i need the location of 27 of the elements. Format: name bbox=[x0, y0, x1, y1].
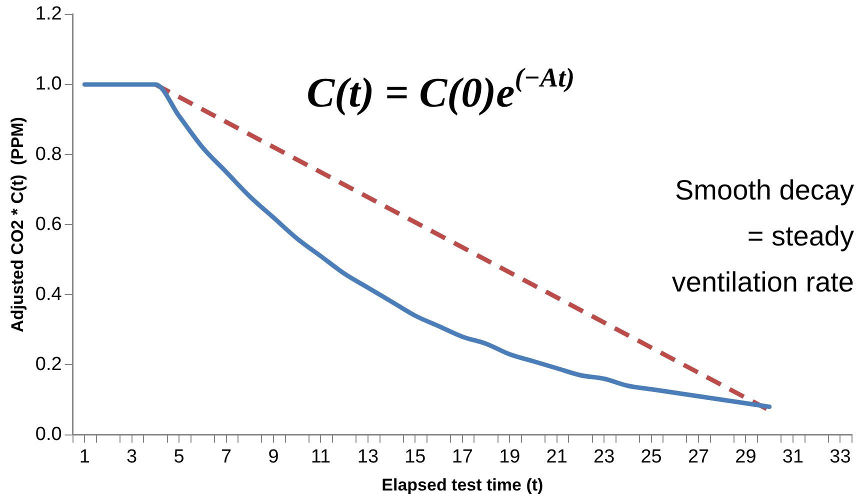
y-tick-label: 1.0 bbox=[35, 74, 62, 95]
x-tick-label: 11 bbox=[310, 446, 331, 468]
x-tick-label: 25 bbox=[640, 446, 662, 468]
x-tick-label: 13 bbox=[357, 446, 379, 468]
x-tick-label: 29 bbox=[735, 446, 756, 468]
y-tick-label: 0.0 bbox=[35, 424, 62, 446]
y-tick-label: 1.2 bbox=[35, 4, 62, 25]
x-tick-label: 21 bbox=[546, 446, 568, 468]
x-tick-label: 9 bbox=[268, 446, 279, 468]
x-tick-label: 19 bbox=[499, 446, 520, 468]
y-tick-label: 0.8 bbox=[35, 144, 62, 165]
y-axis-title: Adjusted CO2 * C(t) (PPM) bbox=[8, 116, 27, 332]
x-tick-label: 15 bbox=[404, 446, 426, 468]
x-tick-label: 23 bbox=[594, 446, 615, 468]
x-tick-label: 5 bbox=[174, 446, 184, 468]
x-axis-title: Elapsed test time (t) bbox=[382, 475, 544, 494]
x-tick-label: 1 bbox=[79, 446, 90, 468]
x-tick-label: 3 bbox=[126, 446, 138, 468]
x-tick-label: 33 bbox=[830, 446, 851, 468]
x-tick-label: 17 bbox=[452, 446, 473, 468]
x-tick-label: 27 bbox=[688, 446, 710, 468]
y-tick-label: 0.6 bbox=[35, 214, 62, 235]
annotation: Smooth decay = steady ventilation rate bbox=[672, 174, 854, 298]
x-tick-label: 7 bbox=[221, 446, 232, 468]
y-tick-label: 0.4 bbox=[35, 284, 62, 305]
y-tick-label: 0.2 bbox=[35, 354, 62, 375]
x-tick-label: 31 bbox=[782, 446, 804, 468]
